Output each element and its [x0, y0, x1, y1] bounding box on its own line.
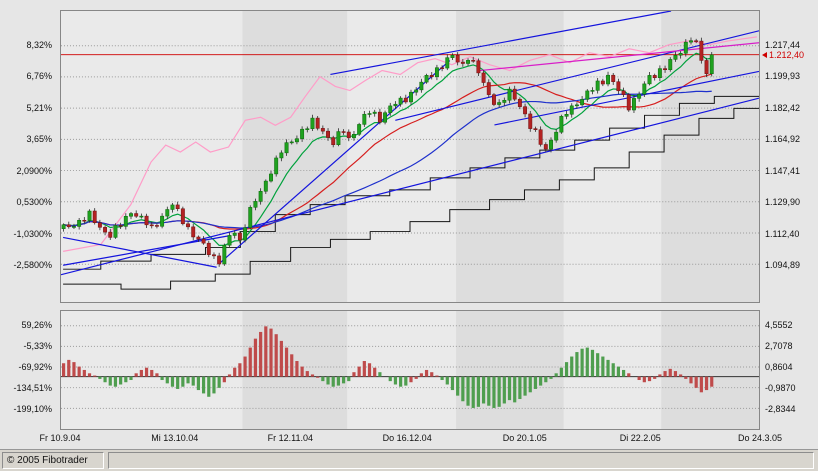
time-axis[interactable]: Fr 10.9.04 Mi 13.10.04 Fr 12.11.04 Do 16.12…	[0, 430, 818, 448]
price-label: 1.199,93	[765, 71, 801, 82]
histogram-bars	[61, 326, 714, 408]
pink-projection-curve	[62, 36, 757, 252]
indicator-axis-right[interactable]: 4,5552 2,7078 0,8604 -0,9870 -2,8344	[762, 310, 818, 430]
price-percent-label: -1,0300%	[13, 228, 52, 239]
status-empty-field	[108, 452, 814, 469]
date-label: Do 24.3.05	[737, 433, 783, 443]
price-percent-label: 5,21%	[26, 102, 52, 113]
copyright-text: © 2005 Fibotrader	[7, 455, 88, 466]
date-label: Do 20.1.05	[502, 433, 547, 443]
price-label: 1.182,42	[765, 102, 801, 113]
price-percent-axis-left[interactable]: 8,32% 6,76% 5,21% 3,65% 2,0900% 0,5300% -1,030…	[0, 10, 56, 303]
price-label: 1.147,41	[765, 165, 801, 176]
indicator-percent-axis-left[interactable]: 59,26% -5,33% -69,92% -134,51% -199,10%	[0, 310, 56, 430]
price-percent-label: 6,76%	[26, 71, 52, 82]
date-label: Mi 13.10.04	[151, 433, 199, 443]
price-label: 1.112,40	[765, 228, 800, 239]
last-price-label: 1.212,40	[769, 49, 805, 60]
price-label: 1.129,90	[765, 197, 801, 208]
price-label: 1.217,44	[765, 39, 801, 50]
month-shading-bands	[61, 311, 759, 429]
date-label: Di 22.2.05	[619, 433, 661, 443]
price-percent-label: 3,65%	[26, 134, 52, 145]
indicator-value-label: 0,8604	[765, 361, 793, 372]
date-label: Do 16.12.04	[382, 433, 432, 443]
indicator-value-label: 2,7078	[765, 340, 793, 351]
indicator-plot-canvas[interactable]	[61, 311, 759, 429]
indicator-value-label: -2,8344	[765, 403, 796, 414]
date-label: Fr 10.9.04	[39, 433, 81, 443]
indicator-value-label: 4,5552	[765, 319, 793, 330]
price-plot-canvas[interactable]	[61, 11, 759, 302]
candlesticks	[61, 37, 714, 267]
indicator-percent-label: -134,51%	[13, 382, 52, 393]
price-percent-label: -2,5800%	[13, 259, 52, 270]
price-chart-panel[interactable]	[60, 10, 760, 303]
price-percent-label: 8,32%	[26, 39, 52, 50]
indicator-percent-label: -69,92%	[18, 361, 52, 372]
price-marker-arrow-icon	[762, 51, 767, 58]
price-percent-label: 0,5300%	[16, 197, 52, 208]
moving-average-lines	[63, 52, 712, 246]
indicator-chart-panel[interactable]	[60, 310, 760, 430]
status-bar: © 2005 Fibotrader	[0, 449, 818, 471]
price-percent-label: 2,0900%	[16, 165, 52, 176]
last-price-marker: 1.212,40	[762, 50, 804, 60]
indicator-percent-label: -199,10%	[13, 403, 52, 414]
price-label: 1.164,92	[765, 134, 801, 145]
price-axis-right[interactable]: 1.217,44 1.199,93 1.182,42 1.164,92 1.147,41…	[762, 10, 818, 303]
step-lines	[63, 95, 759, 290]
trendlines	[61, 11, 759, 276]
indicator-percent-label: -5,33%	[23, 340, 52, 351]
price-label: 1.094,89	[765, 259, 801, 270]
date-label: Fr 12.11.04	[267, 433, 313, 443]
indicator-percent-label: 59,26%	[21, 319, 52, 330]
indicator-value-label: -0,9870	[765, 382, 796, 393]
status-copyright-field: © 2005 Fibotrader	[2, 452, 104, 469]
